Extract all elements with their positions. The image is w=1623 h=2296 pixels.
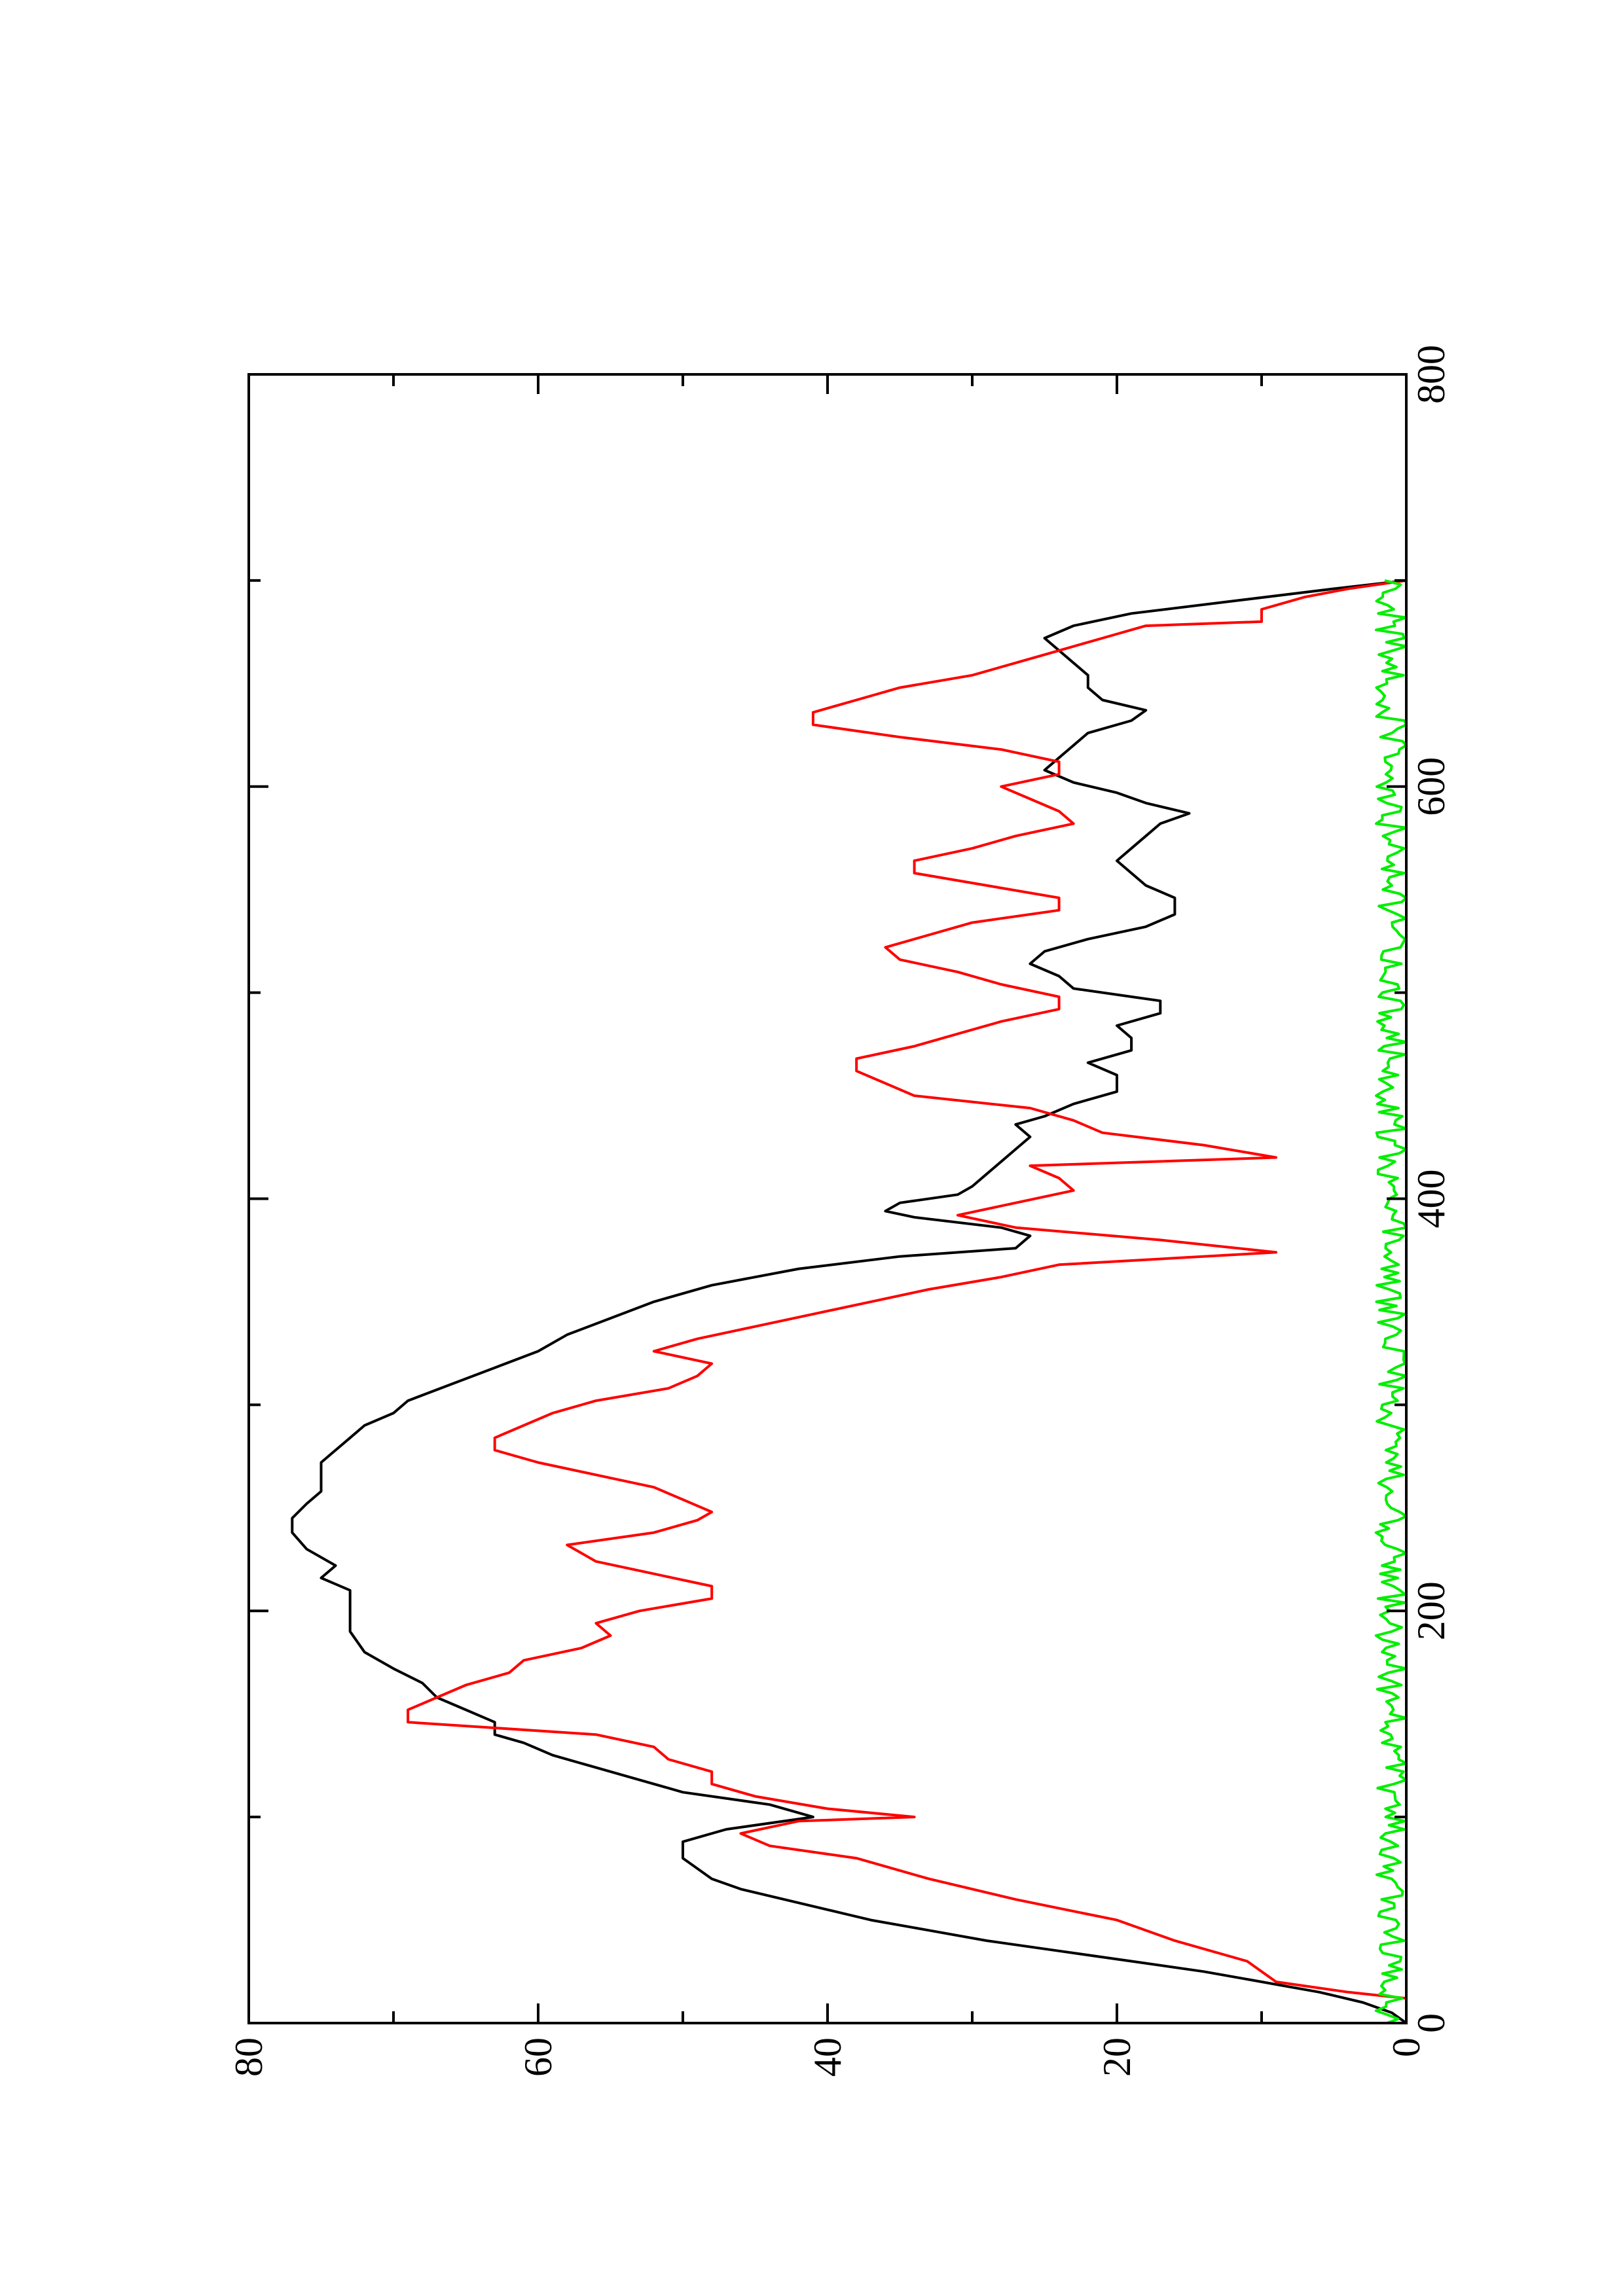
x-tick-label-600: 600	[1410, 757, 1453, 816]
y-tick-label-40: 40	[806, 2037, 849, 2077]
series-layer	[291, 579, 1408, 2024]
y-tick-label-20: 20	[1095, 2037, 1139, 2077]
x-tick-label-400: 400	[1410, 1170, 1453, 1229]
series-line-3	[1374, 579, 1408, 2024]
tick-layer	[247, 373, 1408, 2024]
y-tick-label-60: 60	[517, 2037, 560, 2077]
tick-label-layer: 0 200 400 600 800 0 20 40 60 80	[227, 345, 1453, 2077]
y-tick-label-0: 0	[1385, 2037, 1428, 2057]
y-tick-label-80: 80	[227, 2037, 270, 2077]
x-tick-label-200: 200	[1410, 1581, 1453, 1640]
x-tick-label-0: 0	[1410, 2013, 1453, 2033]
series-line-2	[407, 579, 1408, 2023]
x-tick-label-800: 800	[1410, 345, 1453, 404]
series-line-1	[291, 579, 1408, 2024]
